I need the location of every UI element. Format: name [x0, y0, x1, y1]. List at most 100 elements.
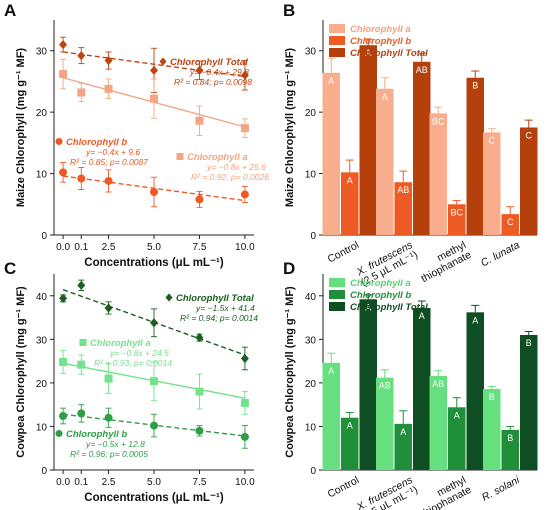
legend-label: Chlorophyll Total	[350, 302, 428, 313]
bar	[448, 204, 466, 235]
legend-swatch	[329, 24, 345, 33]
significance-letter: B	[526, 338, 532, 348]
fit-equation: y= −0.8x + 24.5	[109, 348, 169, 358]
bar-group: C C C	[483, 119, 538, 235]
x-tick-label: 0.1	[74, 242, 88, 253]
x-tick-label: 7.5	[193, 242, 207, 253]
bar	[376, 377, 394, 470]
significance-letter: A	[419, 311, 425, 321]
bar	[394, 182, 412, 235]
series-chlorophyll-a: Chlorophyll ay= −0.8x + 25.6R² = 0.92; p…	[59, 58, 269, 182]
legend-swatch	[329, 36, 345, 45]
data-point	[240, 70, 249, 80]
series-name: Chlorophyll a	[90, 338, 151, 349]
significance-letter: A	[365, 48, 371, 58]
fit-stats: R² = 0.94; p= 0.0014	[180, 313, 258, 323]
data-point	[195, 332, 204, 343]
y-tick-label: 30	[36, 335, 48, 346]
x-tick-label: 5.0	[147, 242, 161, 253]
bar	[466, 312, 484, 470]
data-point	[240, 124, 249, 133]
bar-group: AB A A	[376, 300, 431, 470]
y-tick-label: 10	[305, 170, 317, 181]
series-name: Chlorophyll a	[187, 152, 248, 163]
bar	[429, 113, 447, 235]
x-tick-label: 2.5	[102, 242, 116, 253]
data-point	[195, 65, 204, 75]
fit-stats: R² = 0.96; p= 0.0005	[70, 449, 148, 459]
data-point	[240, 190, 249, 199]
category-label: Control	[326, 474, 362, 500]
category-label-line: Control	[326, 239, 362, 265]
category-label-line: C. lunata	[479, 239, 522, 269]
data-point	[240, 353, 249, 364]
bar	[466, 77, 484, 235]
data-point	[77, 409, 86, 418]
data-point	[104, 374, 113, 383]
y-axis-label: Maize Chlorophyll (mg g⁻¹ MF)	[284, 48, 296, 208]
data-point	[150, 318, 158, 328]
data-point	[150, 421, 158, 430]
legend-marker	[79, 339, 87, 346]
bar	[413, 307, 431, 470]
category-label: X. frutescens(2.5 μL mL⁻¹)	[354, 474, 420, 510]
significance-letter: A	[400, 427, 406, 437]
data-point	[195, 195, 204, 204]
series-chlorophyll-a: Chlorophyll ay= −0.8x + 24.5R² = 0.93; p…	[59, 338, 249, 415]
significance-letter: A	[347, 421, 353, 431]
legend-label: Chlorophyll b	[350, 290, 411, 301]
y-tick-label: 20	[305, 108, 317, 119]
data-point	[195, 426, 204, 435]
x-tick-label: 0.0	[56, 477, 70, 488]
panel-label: D	[283, 259, 295, 278]
data-point	[240, 398, 249, 407]
category-label-line: R. solani	[480, 474, 522, 504]
y-tick-label: 10	[305, 422, 317, 433]
x-tick-label: 5.0	[147, 477, 161, 488]
y-tick-label: 30	[305, 335, 317, 346]
panel-label: C	[4, 259, 16, 278]
y-tick-label: 0	[310, 231, 316, 242]
series-chlorophyll-b: Chlorophyll by= −0.4x + 9.6R² = 0.85; p=…	[55, 137, 249, 208]
data-point	[77, 51, 86, 61]
legend-marker	[165, 293, 173, 302]
significance-letter: C	[526, 131, 533, 141]
data-point	[59, 39, 68, 50]
legend-label: Chlorophyll a	[350, 24, 411, 35]
data-point	[150, 94, 158, 103]
legend-swatch	[329, 48, 345, 57]
bar	[376, 88, 394, 235]
category-label: Control	[326, 239, 362, 265]
series-name: Chlorophyll Total	[170, 57, 248, 68]
significance-letter: B	[507, 433, 513, 443]
legend-swatch	[329, 278, 345, 287]
data-point	[195, 116, 204, 125]
legend-swatch	[329, 290, 345, 299]
y-axis-label: Cowpea Chlorophyll (mg g⁻¹ MF)	[284, 286, 296, 458]
x-tick-label: 7.5	[193, 477, 207, 488]
fit-stats: R² = 0.92; p= 0.0026	[191, 172, 269, 182]
bar	[520, 127, 538, 235]
series-name: Chlorophyll b	[66, 429, 127, 440]
legend-swatch	[329, 302, 345, 311]
x-tick-label: 2.5	[102, 477, 116, 488]
significance-letter: AB	[379, 381, 391, 391]
data-point	[59, 357, 68, 366]
bar	[322, 72, 340, 235]
y-tick-label: 20	[36, 108, 48, 119]
data-point	[59, 293, 68, 303]
data-point	[77, 174, 86, 183]
y-tick-label: 20	[36, 379, 48, 390]
significance-letter: A	[472, 315, 478, 325]
bar	[501, 429, 519, 470]
y-tick-label: 0	[41, 231, 47, 242]
y-tick-label: 0	[41, 466, 47, 477]
category-label: R. solani	[480, 474, 522, 504]
fit-stats: R² = 0.93; p= 0.0014	[94, 358, 172, 368]
bar-group: A AB AB	[376, 52, 431, 236]
significance-letter: BC	[450, 207, 463, 217]
legend-label: Chlorophyll Total	[350, 48, 428, 59]
